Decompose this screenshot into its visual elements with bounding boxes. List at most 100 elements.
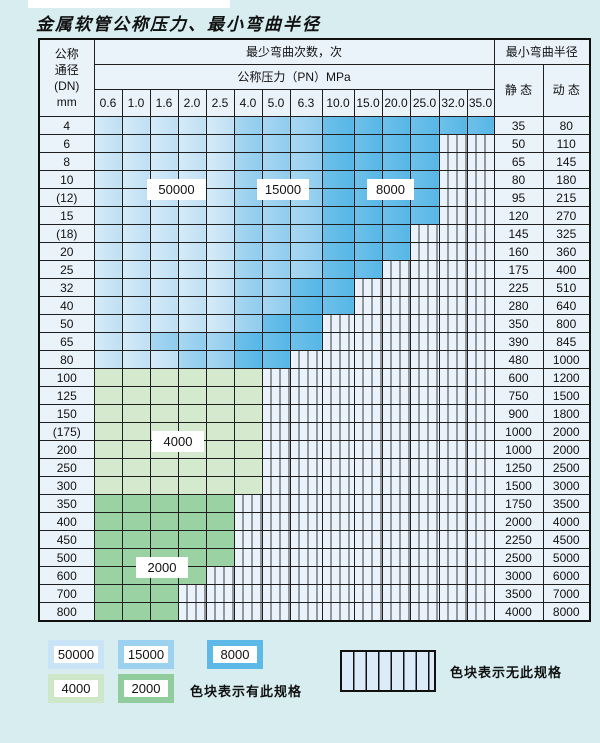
pressure-cell bbox=[121, 134, 151, 153]
pressure-cell bbox=[321, 584, 355, 603]
static-radius-cell: 120 bbox=[493, 206, 544, 225]
pressure-cell bbox=[353, 566, 383, 585]
pressure-cell bbox=[233, 350, 263, 369]
table-row: 8 65 145 bbox=[38, 152, 591, 171]
pressure-cell bbox=[321, 476, 355, 495]
pressure-cell bbox=[93, 494, 123, 513]
pressure-cell bbox=[438, 422, 468, 441]
pressure-col-header: 5.0 bbox=[261, 89, 291, 117]
pressure-cell bbox=[121, 152, 151, 171]
pressure-cell bbox=[233, 170, 263, 189]
pressure-cell bbox=[177, 512, 207, 531]
pressure-cell bbox=[205, 368, 235, 387]
pressure-cell bbox=[409, 422, 440, 441]
dynamic-radius-cell: 7000 bbox=[542, 584, 591, 603]
top-white-strip bbox=[28, 0, 230, 8]
pressure-cell bbox=[438, 134, 468, 153]
dynamic-radius-cell: 640 bbox=[542, 296, 591, 315]
pressure-cell bbox=[438, 116, 468, 135]
pressure-cell bbox=[93, 134, 123, 153]
pressure-col-header: 35.0 bbox=[466, 89, 495, 117]
pressure-cell bbox=[438, 224, 468, 243]
pressure-cell bbox=[353, 476, 383, 495]
dynamic-radius-cell: 1000 bbox=[542, 350, 591, 369]
table-row: 250 1250 2500 bbox=[38, 458, 591, 477]
pressure-cell bbox=[289, 548, 323, 567]
pressure-cell bbox=[438, 584, 468, 603]
pressure-cell bbox=[121, 386, 151, 405]
pressure-cell bbox=[289, 584, 323, 603]
pressure-cell bbox=[233, 458, 263, 477]
legend-swatch-4000: 4000 bbox=[48, 674, 104, 703]
pressure-cell bbox=[233, 116, 263, 135]
pressure-cell bbox=[121, 170, 151, 189]
pressure-cell bbox=[381, 494, 411, 513]
pressure-cell bbox=[149, 530, 179, 549]
pressure-cell bbox=[466, 368, 495, 387]
dynamic-radius-cell: 110 bbox=[542, 134, 591, 153]
pressure-cell bbox=[261, 116, 291, 135]
dn-cell: 150 bbox=[38, 404, 95, 423]
pressure-cell bbox=[205, 494, 235, 513]
pressure-cell bbox=[409, 170, 440, 189]
pressure-col-header: 15.0 bbox=[353, 89, 383, 117]
pressure-cell bbox=[438, 494, 468, 513]
pressure-cell bbox=[466, 566, 495, 585]
pressure-cell bbox=[177, 116, 207, 135]
static-radius-cell: 3500 bbox=[493, 584, 544, 603]
static-radius-cell: 1000 bbox=[493, 440, 544, 459]
legend-swatch-2000: 2000 bbox=[118, 674, 174, 703]
pressure-cell bbox=[261, 296, 291, 315]
dynamic-radius-cell: 6000 bbox=[542, 566, 591, 585]
pressure-cell bbox=[205, 386, 235, 405]
dn-cell: 500 bbox=[38, 548, 95, 567]
static-radius-cell: 95 bbox=[493, 188, 544, 207]
pressure-cell bbox=[381, 314, 411, 333]
pressure-cell bbox=[321, 206, 355, 225]
pressure-cell bbox=[321, 368, 355, 387]
pressure-cell bbox=[381, 584, 411, 603]
pressure-cell bbox=[321, 386, 355, 405]
pressure-cell bbox=[177, 602, 207, 622]
pressure-cell bbox=[261, 440, 291, 459]
pressure-cell bbox=[261, 350, 291, 369]
dn-cell: 4 bbox=[38, 116, 95, 135]
static-radius-cell: 280 bbox=[493, 296, 544, 315]
legend-has-spec-text: 色块表示有此规格 bbox=[190, 684, 303, 699]
dynamic-radius-cell: 180 bbox=[542, 170, 591, 189]
dynamic-radius-cell: 800 bbox=[542, 314, 591, 333]
pressure-cell bbox=[466, 530, 495, 549]
pressure-cell bbox=[438, 458, 468, 477]
pressure-cell bbox=[205, 440, 235, 459]
pressure-cell bbox=[381, 602, 411, 622]
header-pressure: 公称压力（PN）MPa bbox=[93, 64, 495, 90]
pressure-cell bbox=[177, 260, 207, 279]
pressure-cell bbox=[93, 242, 123, 261]
pressure-cell bbox=[205, 458, 235, 477]
pressure-cell bbox=[233, 584, 263, 603]
pressure-cell bbox=[149, 134, 179, 153]
pressure-cell bbox=[93, 206, 123, 225]
pressure-cell bbox=[93, 152, 123, 171]
dn-cell: 15 bbox=[38, 206, 95, 225]
table-row: 10 80 180 bbox=[38, 170, 591, 189]
legend-swatch-50000: 50000 bbox=[48, 640, 104, 669]
pressure-cell bbox=[289, 566, 323, 585]
pressure-cell bbox=[353, 296, 383, 315]
dn-cell: 65 bbox=[38, 332, 95, 351]
pressure-cell bbox=[381, 422, 411, 441]
static-radius-cell: 1250 bbox=[493, 458, 544, 477]
pressure-cell bbox=[353, 278, 383, 297]
pressure-col-header: 10.0 bbox=[321, 89, 355, 117]
pressure-cell bbox=[321, 422, 355, 441]
pressure-cell bbox=[121, 368, 151, 387]
pressure-cell bbox=[321, 548, 355, 567]
pressure-cell bbox=[177, 278, 207, 297]
pressure-cell bbox=[353, 584, 383, 603]
pressure-cell bbox=[205, 350, 235, 369]
cycle-count-label-8000: 8000 bbox=[368, 180, 413, 199]
pressure-cell bbox=[233, 512, 263, 531]
table-row: 500 2500 5000 bbox=[38, 548, 591, 567]
pressure-cell bbox=[289, 116, 323, 135]
pressure-cell bbox=[353, 368, 383, 387]
